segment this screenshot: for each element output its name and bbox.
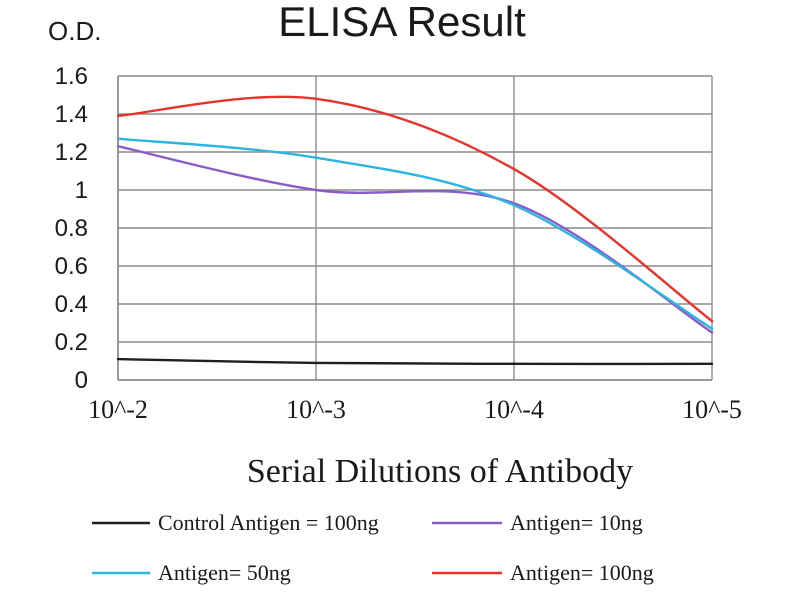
x-tick-label: 10^-4 bbox=[484, 395, 544, 424]
series-line-antigen-100ng bbox=[116, 95, 714, 323]
series-line-antigen-50ng bbox=[116, 137, 714, 330]
y-tick-label: 1.2 bbox=[55, 139, 88, 166]
y-tick-label: 0.8 bbox=[55, 215, 88, 242]
plot-series bbox=[116, 95, 714, 366]
y-tick-label: 0 bbox=[75, 367, 88, 394]
legend: Control Antigen = 100ng Antigen= 10ng Anti… bbox=[92, 510, 654, 585]
x-tick-label: 10^-5 bbox=[682, 395, 742, 424]
y-axis-label: O.D. bbox=[48, 16, 101, 46]
x-axis-ticks: 10^-2 10^-3 10^-4 10^-5 bbox=[88, 395, 742, 424]
legend-label-antigen-50ng: Antigen= 50ng bbox=[158, 560, 291, 585]
y-axis-ticks: 0 0.2 0.4 0.6 0.8 1 1.2 1.4 1.6 bbox=[55, 63, 88, 394]
y-tick-label: 0.4 bbox=[55, 291, 88, 318]
legend-label-antigen-100ng: Antigen= 100ng bbox=[510, 560, 654, 585]
y-tick-label: 1.6 bbox=[55, 63, 88, 90]
legend-label-control-antigen-100ng: Control Antigen = 100ng bbox=[158, 510, 379, 535]
y-tick-label: 0.2 bbox=[55, 329, 88, 356]
x-axis-label: Serial Dilutions of Antibody bbox=[247, 453, 633, 490]
grid bbox=[117, 75, 713, 381]
x-tick-label: 10^-2 bbox=[88, 395, 148, 424]
chart-title: ELISA Result bbox=[278, 0, 526, 45]
legend-label-antigen-10ng: Antigen= 10ng bbox=[510, 510, 643, 535]
x-tick-label: 10^-3 bbox=[286, 395, 346, 424]
y-tick-label: 0.6 bbox=[55, 253, 88, 280]
y-tick-label: 1.4 bbox=[55, 101, 88, 128]
series-line-control-antigen-100ng bbox=[116, 357, 714, 366]
y-tick-label: 1 bbox=[75, 177, 88, 204]
